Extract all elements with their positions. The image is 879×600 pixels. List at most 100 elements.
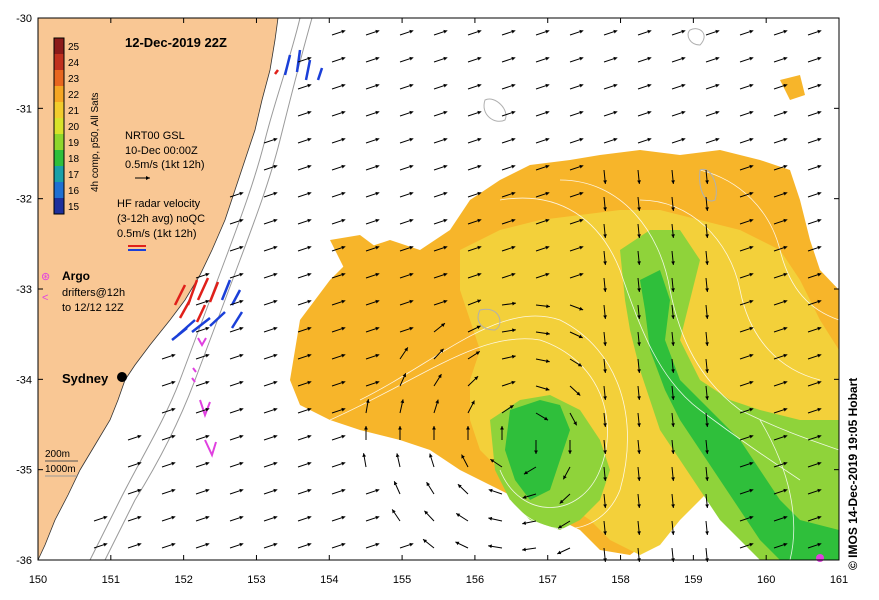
velocity-arrowhead bbox=[171, 461, 176, 466]
colorbar-segment bbox=[54, 182, 64, 198]
drifter-track bbox=[204, 439, 217, 458]
velocity-arrowhead bbox=[476, 325, 481, 330]
velocity-arrowhead bbox=[563, 475, 567, 480]
velocity-arrowhead bbox=[512, 301, 516, 306]
velocity-arrowhead bbox=[409, 110, 414, 115]
y-tick-label: -34 bbox=[16, 374, 32, 386]
velocity-arrowhead bbox=[273, 380, 278, 385]
hf-vector bbox=[191, 317, 211, 333]
velocity-arrowhead bbox=[239, 488, 244, 493]
velocity-arrowhead bbox=[205, 380, 210, 385]
velocity-arrowhead bbox=[205, 353, 210, 358]
velocity-arrowhead bbox=[307, 542, 312, 547]
velocity-arrowhead bbox=[341, 542, 346, 547]
velocity-arrowhead bbox=[545, 83, 550, 88]
velocity-arrowhead bbox=[637, 504, 641, 508]
velocity-arrowhead bbox=[443, 299, 448, 304]
drifter-legend-line-1: drifters@12h bbox=[62, 287, 125, 299]
velocity-arrowhead bbox=[546, 304, 550, 309]
velocity-arrowhead bbox=[817, 299, 822, 304]
velocity-arrowhead bbox=[603, 180, 607, 184]
velocity-arrowhead bbox=[171, 353, 176, 358]
velocity-arrowhead bbox=[137, 461, 142, 466]
velocity-arrowhead bbox=[239, 353, 244, 358]
sst-cold-patch-2 bbox=[640, 270, 839, 560]
velocity-arrowhead bbox=[783, 191, 788, 196]
velocity-arrowhead bbox=[409, 299, 414, 304]
velocity-arrowhead bbox=[749, 137, 754, 142]
velocity-arrowhead bbox=[103, 542, 108, 547]
velocity-arrowhead bbox=[603, 261, 607, 265]
velocity-arrowhead bbox=[409, 191, 414, 196]
velocity-arrowhead bbox=[398, 426, 402, 430]
velocity-arrowhead bbox=[637, 207, 641, 211]
velocity-arrowhead bbox=[783, 299, 788, 304]
velocity-arrowhead bbox=[578, 334, 583, 339]
velocity-arrowhead bbox=[783, 29, 788, 34]
velocity-arrowhead bbox=[500, 426, 504, 430]
velocity-arrowhead bbox=[171, 434, 176, 439]
velocity-arrowhead bbox=[545, 359, 550, 363]
sst-field bbox=[290, 75, 839, 560]
velocity-arrowhead bbox=[488, 516, 493, 521]
velocity-arrowhead bbox=[681, 29, 686, 34]
velocity-arrowhead bbox=[637, 261, 641, 265]
drifter-track bbox=[199, 399, 211, 418]
velocity-arrowhead bbox=[362, 453, 367, 457]
contour-line bbox=[559, 179, 840, 451]
velocity-arrowhead bbox=[137, 488, 142, 493]
colorbar-segment bbox=[54, 134, 64, 150]
velocity-arrowhead bbox=[749, 245, 754, 250]
velocity-arrowhead bbox=[523, 470, 528, 475]
argo-legend-label: Argo bbox=[62, 269, 90, 283]
hf-legend-line-2: (3-12h avg) noQC bbox=[117, 213, 205, 225]
velocity-arrowhead bbox=[817, 488, 822, 493]
velocity-arrowhead bbox=[171, 515, 176, 520]
velocity-arrowhead bbox=[375, 83, 380, 88]
velocity-arrowhead bbox=[341, 137, 346, 142]
velocity-arrowhead bbox=[681, 83, 686, 88]
velocity-arrowhead bbox=[137, 542, 142, 547]
velocity-arrowhead bbox=[443, 245, 448, 250]
velocity-arrowhead bbox=[603, 504, 607, 508]
velocity-arrowhead bbox=[443, 191, 448, 196]
velocity-arrowhead bbox=[579, 218, 584, 223]
velocity-arrowhead bbox=[443, 83, 448, 88]
velocity-arrowhead bbox=[545, 110, 550, 115]
velocity-arrowhead bbox=[307, 434, 312, 439]
contour-line bbox=[359, 315, 628, 530]
velocity-arrowhead bbox=[364, 426, 368, 430]
velocity-arrowhead bbox=[375, 110, 380, 115]
velocity-arrowhead bbox=[783, 515, 788, 520]
velocity-arrowhead bbox=[393, 481, 398, 486]
velocity-arrowhead bbox=[375, 353, 380, 358]
velocity-arrowhead bbox=[705, 288, 709, 292]
velocity-arrowhead bbox=[671, 531, 675, 535]
velocity-arrowhead bbox=[671, 261, 675, 265]
velocity-arrowhead bbox=[637, 234, 641, 238]
velocity-arrowhead bbox=[273, 299, 278, 304]
velocity-arrowhead bbox=[817, 110, 822, 115]
velocity-arrowhead bbox=[307, 380, 312, 385]
contour-line bbox=[329, 338, 608, 508]
hf-legend-line-3: 0.5m/s (1kt 12h) bbox=[117, 228, 196, 240]
colorbar-segment bbox=[54, 70, 64, 86]
contour-line bbox=[499, 197, 801, 481]
velocity-arrowhead bbox=[409, 56, 414, 61]
velocity-arrowhead bbox=[613, 56, 618, 61]
velocity-arrowhead bbox=[579, 83, 584, 88]
colorbar-tick-label: 25 bbox=[68, 42, 80, 53]
velocity-arrowhead bbox=[307, 461, 312, 466]
velocity-arrowhead bbox=[671, 180, 675, 184]
velocity-arrowhead bbox=[749, 83, 754, 88]
x-tick-label: 154 bbox=[320, 574, 338, 586]
hf-vector bbox=[195, 304, 207, 323]
velocity-arrowhead bbox=[171, 542, 176, 547]
velocity-arrowhead bbox=[509, 405, 514, 409]
velocity-arrowhead bbox=[205, 488, 210, 493]
velocity-arrowhead bbox=[477, 164, 482, 169]
velocity-arrowhead bbox=[603, 207, 607, 211]
velocity-arrowhead bbox=[579, 191, 584, 196]
velocity-arrowhead bbox=[409, 29, 414, 34]
velocity-arrowhead bbox=[307, 56, 312, 61]
